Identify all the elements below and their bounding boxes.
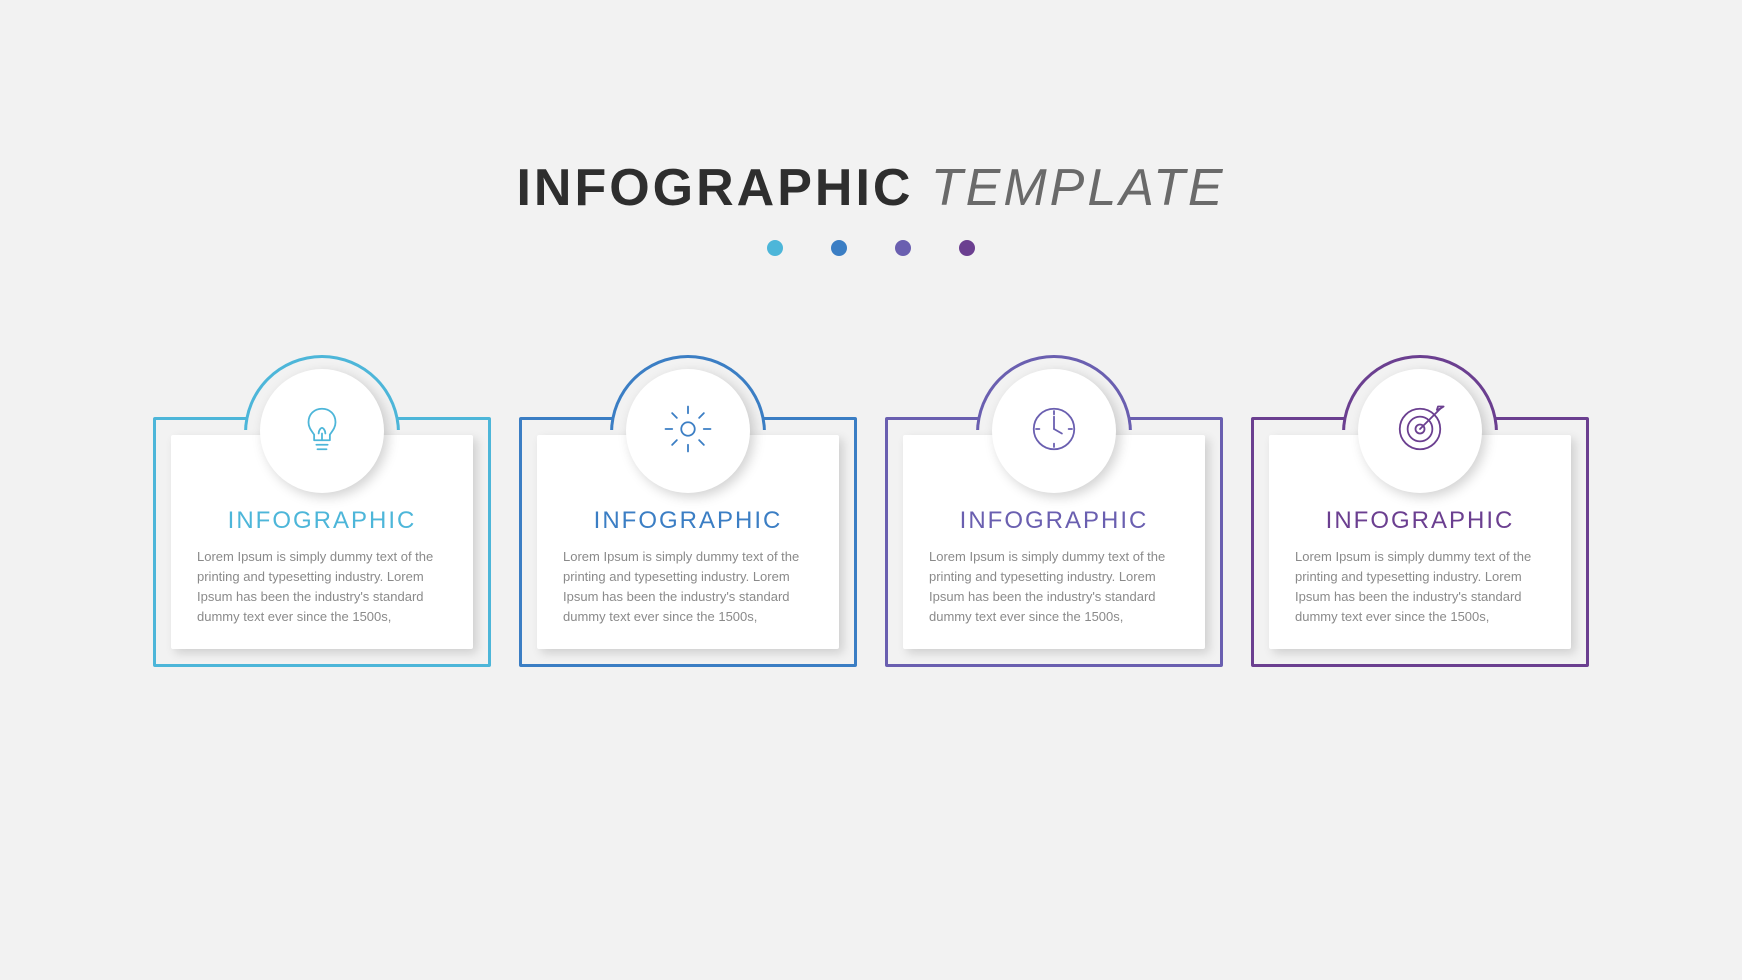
title-bold: INFOGRAPHIC [516,159,913,217]
card-body: Lorem Ipsum is simply dummy text of the … [563,547,813,628]
icon-circle [626,369,750,493]
title-light: TEMPLATE [931,159,1226,217]
dot-2 [831,240,847,256]
dot-1 [767,240,783,256]
dot-3 [895,240,911,256]
icon-circle [1358,369,1482,493]
card-heading: INFOGRAPHIC [1295,507,1545,535]
card-heading: INFOGRAPHIC [929,507,1179,535]
target-icon [1393,402,1447,461]
card-heading: INFOGRAPHIC [563,507,813,535]
cards-row: INFOGRAPHIC Lorem Ipsum is simply dummy … [0,355,1742,667]
bulb-icon [295,402,349,461]
title-dots [0,240,1742,256]
icon-circle [260,369,384,493]
card-1: INFOGRAPHIC Lorem Ipsum is simply dummy … [153,355,491,667]
title-block: INFOGRAPHIC TEMPLATE [0,158,1742,256]
icon-circle [992,369,1116,493]
card-body: Lorem Ipsum is simply dummy text of the … [929,547,1179,628]
page-title: INFOGRAPHIC TEMPLATE [0,158,1742,218]
gear-icon [661,402,715,461]
card-body: Lorem Ipsum is simply dummy text of the … [197,547,447,628]
card-2: INFOGRAPHIC Lorem Ipsum is simply dummy … [519,355,857,667]
card-3: INFOGRAPHIC Lorem Ipsum is simply dummy … [885,355,1223,667]
dot-4 [959,240,975,256]
card-4: INFOGRAPHIC Lorem Ipsum is simply dummy … [1251,355,1589,667]
card-body: Lorem Ipsum is simply dummy text of the … [1295,547,1545,628]
card-heading: INFOGRAPHIC [197,507,447,535]
clock-icon [1027,402,1081,461]
